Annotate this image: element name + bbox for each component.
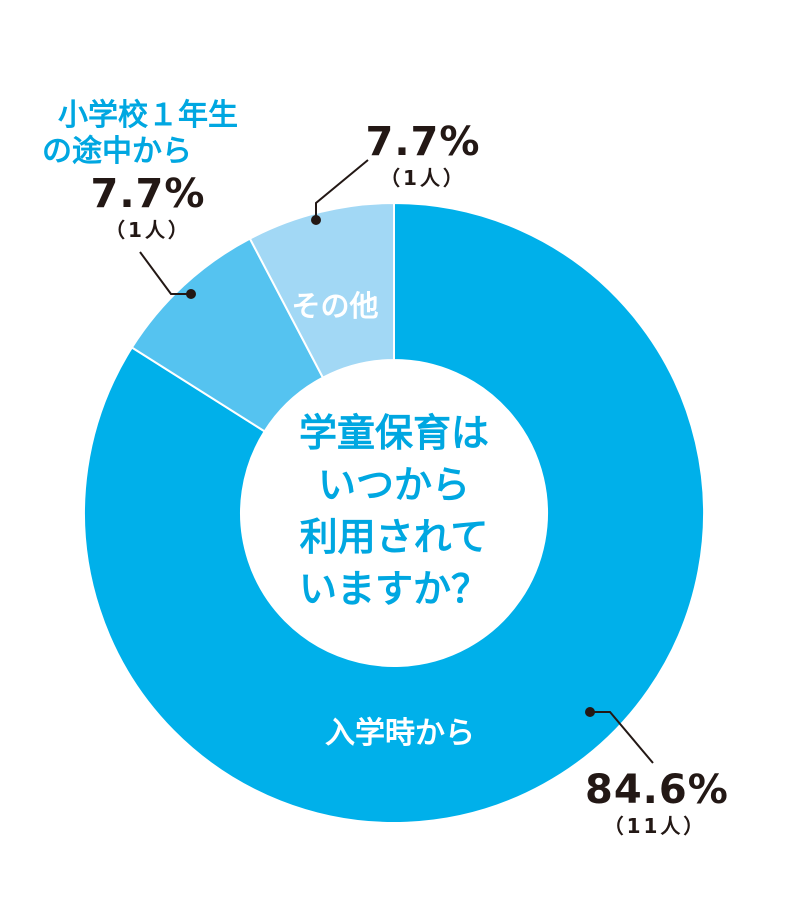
- leader-line-1nensei: [139, 251, 191, 295]
- value-label-1nensei: 小学校１年生 の途中から 7.7% （1人）: [28, 98, 268, 240]
- slice-label-sonota: その他: [291, 289, 379, 323]
- center-line-3: 利用されて: [299, 515, 489, 559]
- leader-dot-1nensei: [186, 289, 196, 299]
- leader-dot-sonota: [311, 215, 321, 225]
- leader-line-nyugaku: [590, 711, 654, 764]
- value-label-nyugaku: 84.6% （11人）: [585, 767, 729, 838]
- category-1nensei-line2: の途中から: [42, 134, 192, 169]
- slice-label-nyugaku: 入学時から: [325, 716, 475, 751]
- center-question: 学童保育は いつから 利用されて いますか？: [294, 407, 494, 615]
- category-1nensei-line1: 小学校１年生: [58, 98, 238, 133]
- center-line-1: 学童保育は: [298, 411, 489, 455]
- count-nyugaku: （11人）: [603, 814, 707, 838]
- leader-dot-nyugaku: [585, 707, 595, 717]
- percent-sonota: 7.7%: [365, 119, 481, 165]
- count-1nensei: （1人）: [105, 218, 191, 242]
- leader-line-sonota: [315, 159, 369, 220]
- percent-1nensei: 7.7%: [90, 171, 206, 217]
- center-line-2: いつから: [317, 463, 470, 507]
- value-label-sonota: 7.7% （1人）: [358, 122, 488, 188]
- donut-hole: [241, 360, 547, 666]
- percent-nyugaku: 84.6%: [585, 767, 729, 813]
- center-line-4: いますか？: [298, 567, 489, 611]
- count-sonota: （1人）: [380, 166, 466, 190]
